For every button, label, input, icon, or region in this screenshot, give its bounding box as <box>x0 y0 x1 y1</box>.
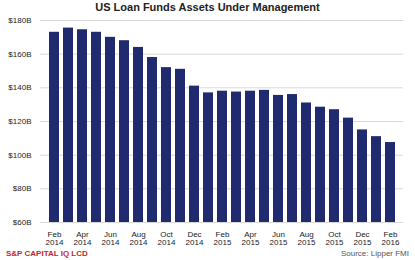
svg-text:$80B: $80B <box>13 184 32 193</box>
svg-text:Aug2015: Aug2015 <box>298 230 316 247</box>
svg-text:Apr2015: Apr2015 <box>242 230 260 247</box>
svg-text:$100B: $100B <box>8 151 31 160</box>
svg-text:$60B: $60B <box>13 218 32 227</box>
svg-text:Feb2016: Feb2016 <box>382 230 400 247</box>
svg-text:$120B: $120B <box>8 117 31 126</box>
svg-text:Dec2015: Dec2015 <box>354 230 372 247</box>
svg-text:Dec2014: Dec2014 <box>186 230 204 247</box>
svg-text:$160B: $160B <box>8 50 31 59</box>
svg-text:Apr2014: Apr2014 <box>74 230 92 247</box>
svg-text:$180B: $180B <box>8 16 31 25</box>
html-text:US Loan Funds Assets Under Man: US Loan Funds Assets Under Management <box>95 1 320 13</box>
svg-text:Oct2015: Oct2015 <box>326 230 344 247</box>
svg-text:Oct2014: Oct2014 <box>158 230 176 247</box>
svg-text:Jun2015: Jun2015 <box>270 230 288 247</box>
html-text:S&P CAPITAL IQ LCD: S&P CAPITAL IQ LCD <box>6 249 88 258</box>
svg-text:Aug2014: Aug2014 <box>130 230 148 247</box>
svg-text:Feb2014: Feb2014 <box>46 230 64 247</box>
svg-text:Feb2015: Feb2015 <box>214 230 232 247</box>
svg-text:Jun2014: Jun2014 <box>102 230 120 247</box>
html-text:Source: Lipper FMI: Source: Lipper FMI <box>341 249 409 258</box>
svg-text:$140B: $140B <box>8 83 31 92</box>
